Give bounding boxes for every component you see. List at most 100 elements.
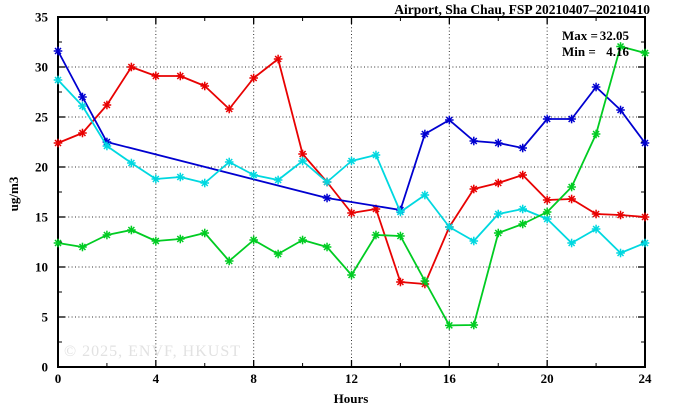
cyan-series-marker xyxy=(152,175,160,183)
y-tick-label: 30 xyxy=(35,60,48,75)
blue-series-marker xyxy=(54,47,62,55)
plot-border xyxy=(57,16,646,368)
cyan-series-marker xyxy=(225,158,233,166)
y-axis-label: ug/m3 xyxy=(6,176,21,212)
cyan-series-marker xyxy=(519,205,527,213)
green-series-marker xyxy=(201,229,209,237)
blue-series-marker xyxy=(568,115,576,123)
green-series-marker xyxy=(396,232,404,240)
min-annotation: Min = 4.16 xyxy=(562,44,629,60)
x-tick-label: 24 xyxy=(639,371,653,386)
blue-series-marker xyxy=(617,106,625,114)
blue-series-marker xyxy=(470,137,478,145)
blue-series-marker xyxy=(323,194,331,202)
cyan-series-marker xyxy=(592,225,600,233)
red-series-marker xyxy=(617,211,625,219)
green-series-marker xyxy=(250,236,258,244)
red-series-marker xyxy=(127,63,135,71)
x-tick-label: 0 xyxy=(55,371,62,386)
green-series-marker xyxy=(54,239,62,247)
red-series-marker xyxy=(54,139,62,147)
green-series-marker xyxy=(568,183,576,191)
max-annotation: Max = 32.05 xyxy=(562,28,629,44)
red-series-marker xyxy=(519,171,527,179)
cyan-series-marker xyxy=(396,208,404,216)
red-series-marker xyxy=(78,129,86,137)
y-tick-label: 35 xyxy=(35,10,49,25)
max-value: 32.05 xyxy=(599,28,629,43)
cyan-series-marker xyxy=(421,191,429,199)
blue-series-marker xyxy=(641,139,649,147)
x-tick-label: 20 xyxy=(541,371,554,386)
cyan-series-marker xyxy=(470,237,478,245)
red-series-marker xyxy=(396,278,404,286)
green-series-marker xyxy=(299,236,307,244)
x-tick-label: 16 xyxy=(443,371,457,386)
x-tick-label: 8 xyxy=(250,371,257,386)
y-tick-label: 10 xyxy=(35,260,48,275)
blue-series-marker xyxy=(592,83,600,91)
cyan-series-marker xyxy=(543,215,551,223)
min-label: Min = xyxy=(562,44,596,59)
cyan-series-marker xyxy=(347,157,356,165)
cyan-series-marker xyxy=(445,223,453,231)
green-series-marker xyxy=(641,49,649,57)
blue-series-marker xyxy=(445,116,453,124)
red-series-marker xyxy=(592,210,600,218)
red-series-marker xyxy=(494,179,502,187)
green-series-marker xyxy=(78,243,86,251)
blue-series-marker xyxy=(494,139,502,147)
x-tick-label: 4 xyxy=(153,371,160,386)
y-tick-label: 20 xyxy=(35,160,48,175)
green-series-marker xyxy=(421,277,429,285)
green-series-marker xyxy=(543,208,551,216)
green-series-marker xyxy=(127,226,135,234)
watermark: © 2025, ENVF, HKUST xyxy=(64,343,241,360)
cyan-series-marker xyxy=(568,239,576,247)
cyan-series-marker xyxy=(617,249,625,257)
x-tick-label: 12 xyxy=(345,371,358,386)
red-series-marker xyxy=(176,72,184,80)
cyan-series-marker xyxy=(299,157,307,165)
blue-series-marker xyxy=(519,144,527,152)
stats-annotation: Max = 32.05 Min = 4.16 xyxy=(562,28,629,60)
green-series-line xyxy=(57,45,646,327)
blue-series-marker xyxy=(421,130,429,138)
cyan-series-marker xyxy=(274,176,282,184)
cyan-series-marker xyxy=(54,76,62,84)
cyan-series-marker xyxy=(127,159,135,167)
red-series-marker xyxy=(470,185,478,193)
green-series-marker xyxy=(494,229,502,237)
green-series-marker xyxy=(152,237,160,245)
red-series-marker xyxy=(103,101,111,109)
green-series-marker xyxy=(470,321,478,329)
red-series-marker xyxy=(225,105,233,113)
cyan-series-marker xyxy=(372,151,380,159)
red-series-marker xyxy=(568,195,576,203)
red-series-marker xyxy=(250,74,258,82)
red-series-marker xyxy=(201,82,209,90)
y-tick-label: 0 xyxy=(42,360,49,375)
red-series-marker xyxy=(347,209,356,217)
green-series-marker xyxy=(176,235,184,243)
y-tick-label: 25 xyxy=(35,110,49,125)
green-series-marker xyxy=(592,130,600,138)
y-tick-label: 5 xyxy=(42,310,49,325)
cyan-series-marker xyxy=(323,178,331,186)
cyan-series-marker xyxy=(78,102,86,110)
cyan-series-marker xyxy=(250,171,258,179)
red-series-marker xyxy=(543,196,551,204)
green-series-marker xyxy=(323,243,331,251)
green-series-marker xyxy=(445,321,453,329)
green-series-marker xyxy=(617,42,625,51)
cyan-series-marker xyxy=(201,179,209,187)
green-series-marker xyxy=(372,231,380,239)
min-value: 4.16 xyxy=(606,44,629,59)
chart-title: Airport, Sha Chau, FSP 20210407–20210410 xyxy=(394,2,650,17)
green-series-marker xyxy=(225,257,233,265)
blue-series-marker xyxy=(78,93,86,101)
green-series-marker xyxy=(274,250,282,258)
cyan-series-marker xyxy=(641,239,649,247)
